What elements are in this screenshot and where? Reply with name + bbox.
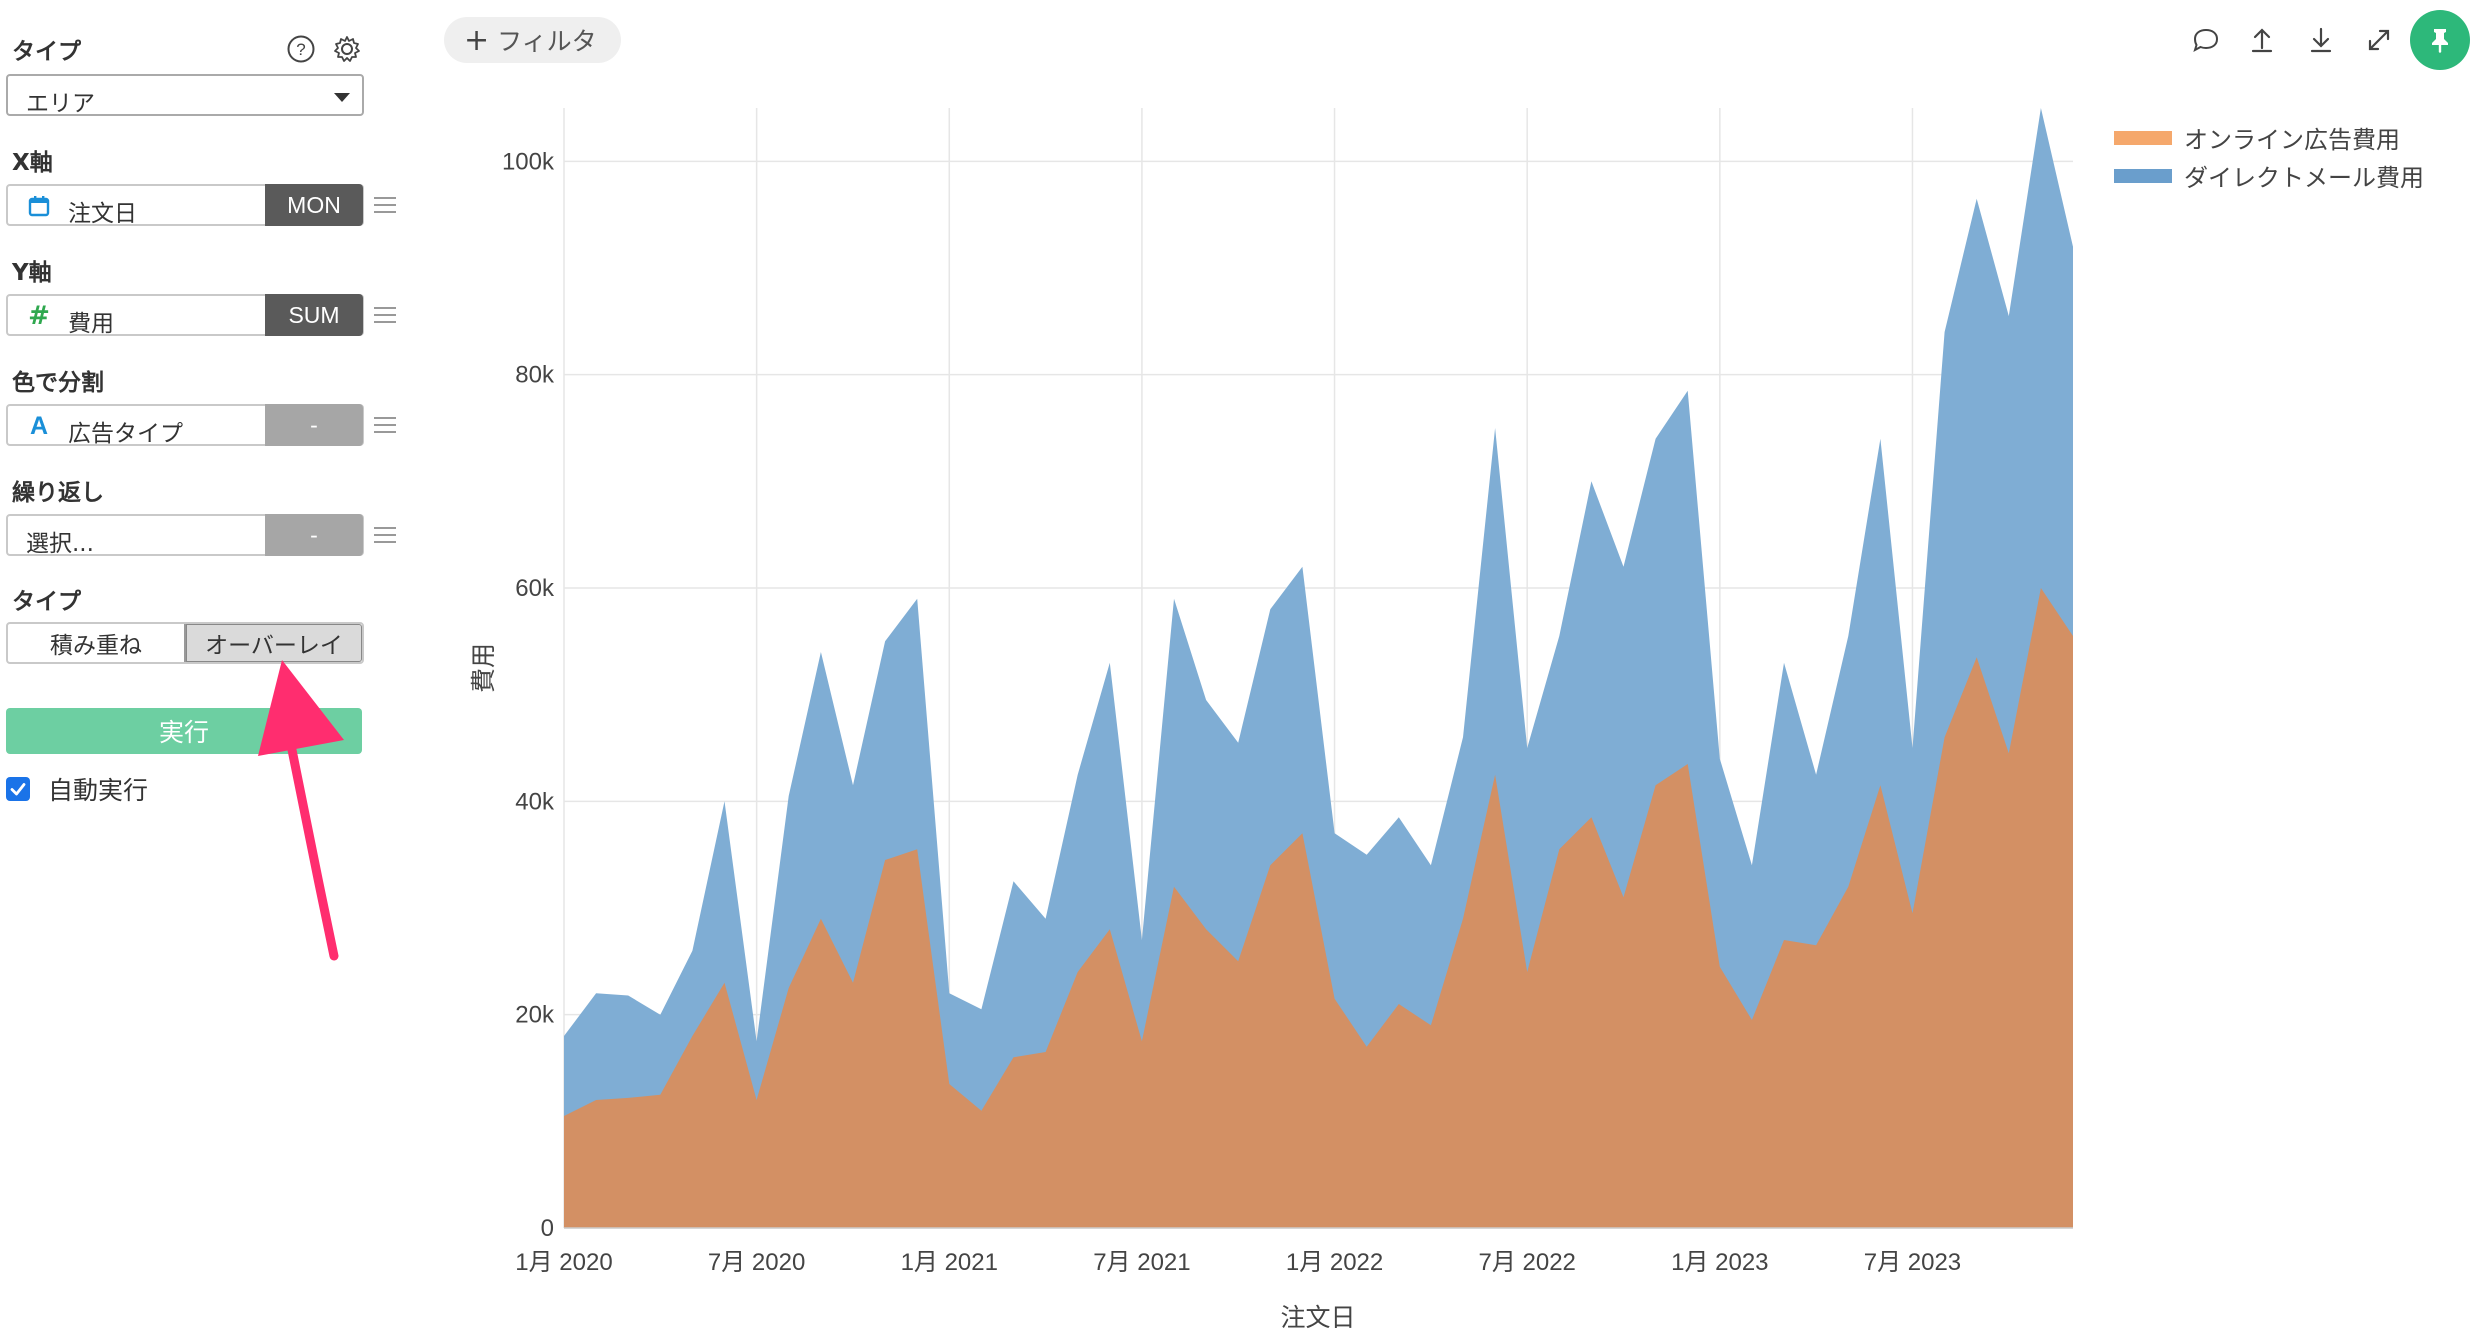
- color-field-name: 広告タイプ: [68, 421, 183, 447]
- checkmark-icon[interactable]: [6, 777, 30, 801]
- upload-icon[interactable]: [2246, 24, 2278, 56]
- x-axis-field[interactable]: 注文日 MON: [6, 184, 364, 227]
- gear-icon[interactable]: [332, 34, 362, 64]
- mode-overlay-button[interactable]: オーバーレイ: [184, 624, 362, 662]
- x-axis-aggregation[interactable]: MON: [265, 184, 363, 226]
- y-axis-field[interactable]: # 費用 SUM: [6, 294, 364, 337]
- x-tick-label: 7月 2020: [708, 1249, 805, 1276]
- filter-label: フィルタ: [497, 27, 597, 56]
- x-axis-field-name: 注文日: [68, 201, 137, 227]
- axes: 0 20k 40k 60k 80k 100k 1月 2020 7月 2020 1月 2021 7月…: [502, 148, 2073, 1276]
- color-aggregation[interactable]: -: [265, 404, 363, 446]
- repeat-drag-handle-icon[interactable]: [374, 527, 396, 543]
- y-axis-title: 費用: [470, 643, 498, 693]
- chevron-down-icon: [334, 93, 350, 102]
- auto-run-label: 自動実行: [48, 776, 149, 805]
- legend-item-online[interactable]: オンライン広告費用: [2114, 120, 2400, 155]
- y-tick-label: 40k: [515, 788, 555, 815]
- pin-icon: [2432, 29, 2448, 53]
- add-filter-button[interactable]: + フィルタ: [444, 17, 621, 63]
- area-series: [564, 108, 2073, 1228]
- y-tick-label: 100k: [502, 148, 555, 175]
- area-mode-toggle: 積み重ね オーバーレイ: [6, 622, 364, 664]
- help-icon[interactable]: ?: [286, 34, 316, 64]
- y-tick-label: 0: [541, 1215, 554, 1242]
- color-field[interactable]: A 広告タイプ -: [6, 404, 364, 447]
- x-tick-label: 1月 2020: [515, 1249, 612, 1276]
- repeat-placeholder: 選択...: [26, 531, 94, 557]
- svg-text:?: ?: [296, 40, 305, 59]
- y-axis-drag-handle-icon[interactable]: [374, 307, 396, 323]
- x-tick-label: 7月 2023: [1864, 1249, 1961, 1276]
- text-type-icon: A: [29, 411, 49, 440]
- plus-icon: +: [464, 22, 490, 58]
- y-axis-aggregation[interactable]: SUM: [265, 294, 363, 336]
- expand-icon[interactable]: [2363, 24, 2395, 56]
- x-axis-title: 注文日: [1280, 1304, 1355, 1332]
- x-axis-drag-handle-icon[interactable]: [374, 197, 396, 213]
- auto-run-checkbox[interactable]: 自動実行: [6, 774, 149, 805]
- y-tick-label: 60k: [515, 575, 555, 602]
- y-tick-label: 20k: [515, 1002, 555, 1029]
- chart-type-value: エリア: [26, 91, 95, 117]
- x-tick-label: 1月 2022: [1286, 1249, 1383, 1276]
- area-series-online-ads[interactable]: [564, 588, 2073, 1228]
- mode-stack-button[interactable]: 積み重ね: [50, 633, 142, 659]
- legend-item-dm[interactable]: ダイレクトメール費用: [2114, 158, 2424, 193]
- y-tick-label: 80k: [515, 362, 555, 389]
- pin-button[interactable]: [2410, 10, 2470, 70]
- number-icon: #: [28, 301, 50, 331]
- repeat-label: 繰り返し: [12, 480, 104, 506]
- annotation-arrow: [258, 660, 344, 961]
- repeat-aggregation[interactable]: -: [265, 514, 363, 556]
- x-tick-label: 7月 2022: [1478, 1249, 1575, 1276]
- chart-type-select[interactable]: エリア: [6, 74, 364, 117]
- x-tick-label: 7月 2021: [1093, 1249, 1190, 1276]
- x-tick-label: 1月 2021: [901, 1249, 998, 1276]
- calendar-icon: [26, 193, 52, 219]
- y-axis-field-name: 費用: [68, 311, 114, 337]
- color-drag-handle-icon[interactable]: [374, 417, 396, 433]
- comment-icon[interactable]: [2190, 24, 2222, 56]
- chart-type-label: タイプ: [12, 39, 81, 65]
- legend-swatch-online: [2114, 130, 2172, 145]
- x-tick-label: 1月 2023: [1671, 1249, 1768, 1276]
- x-axis-label: X軸: [12, 150, 53, 176]
- legend-label-dm: ダイレクトメール費用: [2184, 164, 2424, 192]
- area-mode-label: タイプ: [12, 589, 81, 615]
- download-icon[interactable]: [2305, 24, 2337, 56]
- y-axis-label: Y軸: [12, 260, 52, 286]
- legend-label-online: オンライン広告費用: [2184, 126, 2400, 154]
- color-split-label: 色で分割: [12, 370, 104, 396]
- repeat-field[interactable]: 選択... -: [6, 514, 364, 557]
- legend-swatch-dm: [2114, 168, 2172, 183]
